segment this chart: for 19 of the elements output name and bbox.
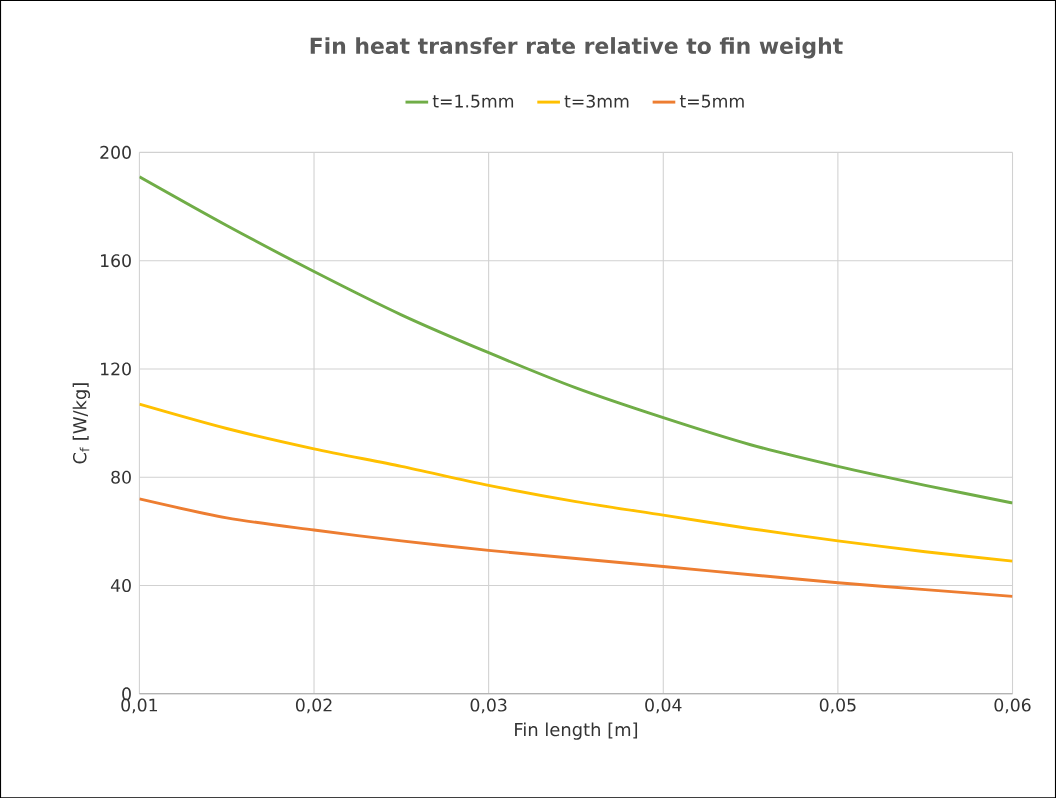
y-tick-label: 80: [111, 470, 131, 484]
line-series: [139, 402, 1013, 563]
legend-label: t=1.5mm: [432, 94, 514, 108]
y-tick-label: 200: [100, 145, 131, 159]
x-axis-title: Fin length [m]: [515, 722, 638, 740]
y-tick-label: 160: [101, 254, 131, 268]
x-tick-label: 0,02: [295, 698, 332, 714]
x-tick-label: 0,04: [645, 698, 682, 714]
y-tick-label: 40: [110, 578, 131, 592]
line-series: [139, 175, 1013, 505]
legend-label: t=3mm: [564, 94, 629, 108]
x-tick-label: 0,03: [470, 698, 507, 714]
x-tick-label: 0,06: [994, 698, 1031, 714]
legend-label: t=5mm: [679, 94, 744, 108]
chart-title: Fin heat transfer rate relative to fin weight: [310, 37, 843, 59]
y-tick-label: 120: [101, 362, 131, 376]
y-axis-title: C$_{f}$ [W/kg]: [72, 383, 91, 464]
x-tick-label: 0,05: [819, 698, 856, 714]
line-series: [139, 497, 1013, 598]
